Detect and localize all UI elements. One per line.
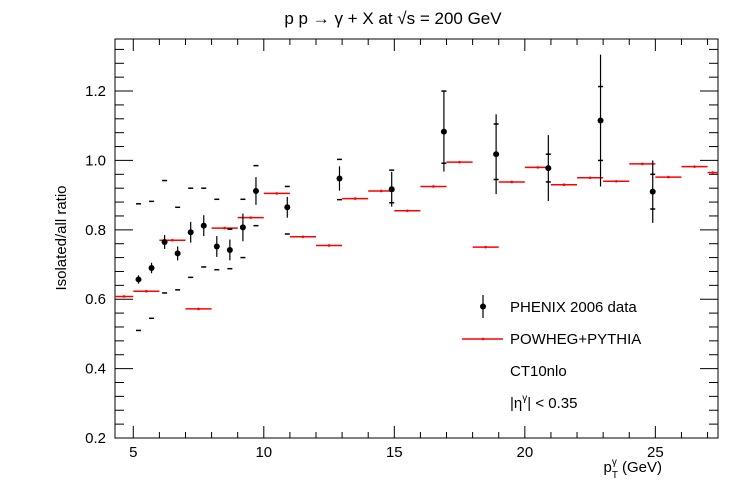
x-tick-label: 15 [386,444,403,461]
theory-bin-center [122,295,126,298]
data-point [649,188,656,195]
theory-bin-center [275,192,279,195]
eta-cut-rest: | < 0.35 [527,395,577,412]
x-tick-label: 5 [129,444,137,461]
theory-bin-center [379,189,383,193]
eta-cut-sup: γ [522,393,527,404]
data-point [161,238,168,245]
theory-bin-center [640,162,644,166]
data-point [440,128,447,135]
theory-bin-center [327,244,331,247]
y-tick-label: 0.2 [85,430,106,447]
theory-bin-center [693,165,696,168]
data-point [493,151,500,158]
theory-bin-center [197,307,200,311]
theory-bin-center [588,176,592,180]
theory-bin-center [458,160,461,164]
legend-marker-theory [462,337,503,341]
y-tick-label: 0.6 [85,291,106,308]
data-point [545,165,552,172]
x-tick-label: 25 [647,444,664,461]
theory-bin-center [353,197,357,200]
y-tick-label: 0.4 [85,361,106,378]
phenix-data-series [135,54,656,284]
theory-bin-center [432,185,435,188]
theory-bin-center [667,175,670,179]
x-axis-label-sup: γ [612,457,617,468]
data-point [148,264,155,271]
x-tick-label: 10 [255,444,272,461]
x-axis-label-base: p [604,459,612,476]
legend-label-theory: POWHEG+PYTHIA [510,331,641,348]
powheg-pythia-series [115,160,718,311]
data-point [174,250,181,257]
legend-label-data: PHENIX 2006 data [510,299,637,316]
data-point [213,243,220,250]
theory-bin-center [562,183,566,187]
y-axis-label: Isolated/all ratio [53,185,70,290]
x-axis-label-unit: (GeV) [622,459,662,476]
plot-frame [114,38,719,439]
theory-bin-center [171,238,174,242]
data-point [135,276,142,283]
y-tick-label: 1.0 [85,152,106,169]
data-point [284,204,291,211]
theory-bin-center [145,289,148,293]
theory-bin-center [711,171,715,174]
theory-bin-center [484,245,487,249]
legend: PHENIX 2006 data POWHEG+PYTHIA CT10nlo |… [462,295,641,412]
data-point [226,246,233,253]
data-point [388,186,395,193]
legend-note-pdf: CT10nlo [510,363,567,380]
data-point [200,222,207,229]
systematic-error-series [135,85,656,332]
axis-ticks: 5 10 15 20 25 0.2 0.4 0.6 0.8 1.0 1.2 [85,39,718,461]
y-tick-label: 1.2 [85,83,106,100]
data-point [336,175,343,182]
legend-note-eta-cut: |ηγ| < 0.35 [510,393,577,412]
theory-bin-center [406,209,409,213]
data-point [187,229,194,236]
chart-title: p p → γ + X at √s = 200 GeV [284,9,502,28]
theory-bin-center [301,235,305,239]
x-axis-label-sub: T [612,470,618,481]
theory-bin-center [510,180,514,184]
data-point [597,117,604,124]
data-point [239,224,246,231]
theory-bin-center [536,166,540,169]
legend-marker-data [480,295,486,318]
eta-cut-base: |η [510,395,522,412]
theory-bin-center [249,216,253,219]
y-tick-label: 0.8 [85,222,106,239]
x-axis-label: pγ T (GeV) [604,457,662,481]
theory-bin-center [614,179,618,183]
theory-bin-center [223,226,226,230]
data-point [252,187,259,194]
x-tick-label: 20 [516,444,533,461]
